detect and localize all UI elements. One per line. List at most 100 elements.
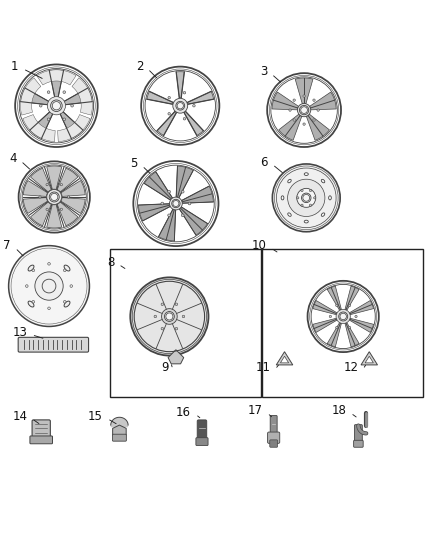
Text: 1: 1	[11, 60, 18, 73]
Ellipse shape	[28, 265, 34, 271]
Circle shape	[170, 197, 182, 210]
Circle shape	[303, 195, 310, 201]
Polygon shape	[345, 322, 359, 347]
Polygon shape	[21, 78, 41, 115]
Polygon shape	[175, 318, 203, 334]
Polygon shape	[176, 166, 193, 198]
Circle shape	[51, 100, 62, 111]
Text: 8: 8	[107, 256, 114, 269]
Circle shape	[39, 196, 41, 198]
Polygon shape	[361, 352, 378, 365]
Polygon shape	[147, 92, 173, 104]
Circle shape	[301, 107, 307, 114]
Circle shape	[52, 102, 60, 110]
Polygon shape	[152, 322, 168, 350]
Text: 2: 2	[136, 60, 143, 73]
Circle shape	[70, 285, 73, 287]
Text: 4: 4	[9, 152, 17, 165]
Polygon shape	[61, 88, 92, 105]
Circle shape	[64, 301, 66, 303]
Text: 6: 6	[261, 156, 268, 169]
Polygon shape	[175, 298, 203, 315]
Text: 14: 14	[12, 410, 27, 423]
Circle shape	[272, 164, 340, 232]
Circle shape	[181, 190, 184, 193]
Circle shape	[168, 190, 170, 193]
Circle shape	[67, 196, 70, 198]
Ellipse shape	[321, 179, 325, 183]
Circle shape	[181, 214, 184, 216]
Circle shape	[301, 204, 303, 206]
Text: 18: 18	[332, 404, 346, 417]
Circle shape	[60, 183, 63, 186]
Circle shape	[32, 301, 35, 303]
Circle shape	[303, 123, 305, 125]
Circle shape	[35, 272, 63, 300]
Polygon shape	[144, 172, 173, 200]
Circle shape	[297, 188, 316, 207]
Ellipse shape	[321, 213, 325, 216]
Ellipse shape	[304, 173, 308, 175]
Circle shape	[173, 98, 187, 113]
Polygon shape	[72, 78, 92, 115]
FancyBboxPatch shape	[18, 337, 88, 352]
Bar	[262, 249, 423, 397]
Text: 13: 13	[12, 326, 27, 339]
Polygon shape	[345, 286, 359, 310]
Circle shape	[314, 197, 316, 199]
Polygon shape	[365, 356, 373, 363]
FancyBboxPatch shape	[270, 416, 277, 435]
Circle shape	[168, 112, 170, 115]
Circle shape	[340, 313, 346, 320]
Circle shape	[63, 118, 66, 120]
Circle shape	[303, 95, 305, 97]
FancyBboxPatch shape	[196, 438, 208, 446]
Polygon shape	[58, 115, 90, 142]
Ellipse shape	[64, 265, 70, 271]
Circle shape	[193, 104, 195, 107]
Circle shape	[309, 189, 311, 191]
Circle shape	[48, 263, 50, 265]
Circle shape	[175, 303, 178, 305]
Circle shape	[168, 214, 170, 216]
Circle shape	[336, 309, 350, 324]
Circle shape	[9, 246, 89, 327]
Circle shape	[183, 92, 186, 94]
Polygon shape	[171, 283, 187, 310]
Ellipse shape	[28, 301, 34, 307]
Polygon shape	[21, 88, 51, 105]
Polygon shape	[295, 78, 313, 104]
Circle shape	[71, 104, 74, 107]
Circle shape	[154, 315, 156, 318]
Circle shape	[46, 208, 48, 211]
FancyBboxPatch shape	[268, 432, 280, 443]
Circle shape	[47, 190, 62, 205]
Circle shape	[329, 316, 332, 318]
Circle shape	[47, 96, 66, 115]
Circle shape	[339, 312, 348, 321]
Circle shape	[60, 208, 63, 211]
Ellipse shape	[281, 196, 284, 200]
Text: 7: 7	[4, 239, 11, 252]
Circle shape	[63, 91, 66, 93]
Polygon shape	[187, 92, 214, 104]
Circle shape	[355, 316, 357, 318]
Ellipse shape	[304, 220, 308, 223]
Circle shape	[32, 269, 35, 272]
Polygon shape	[184, 111, 203, 135]
Ellipse shape	[288, 179, 291, 183]
Circle shape	[166, 313, 173, 320]
Polygon shape	[61, 181, 85, 197]
Circle shape	[161, 202, 164, 205]
FancyBboxPatch shape	[270, 440, 278, 447]
Circle shape	[47, 118, 50, 120]
Polygon shape	[350, 301, 374, 314]
Polygon shape	[327, 286, 341, 310]
Polygon shape	[168, 350, 184, 364]
FancyBboxPatch shape	[197, 420, 207, 442]
Circle shape	[293, 119, 295, 121]
FancyBboxPatch shape	[353, 440, 363, 447]
Circle shape	[176, 101, 185, 110]
Circle shape	[336, 326, 338, 329]
Circle shape	[336, 304, 338, 306]
